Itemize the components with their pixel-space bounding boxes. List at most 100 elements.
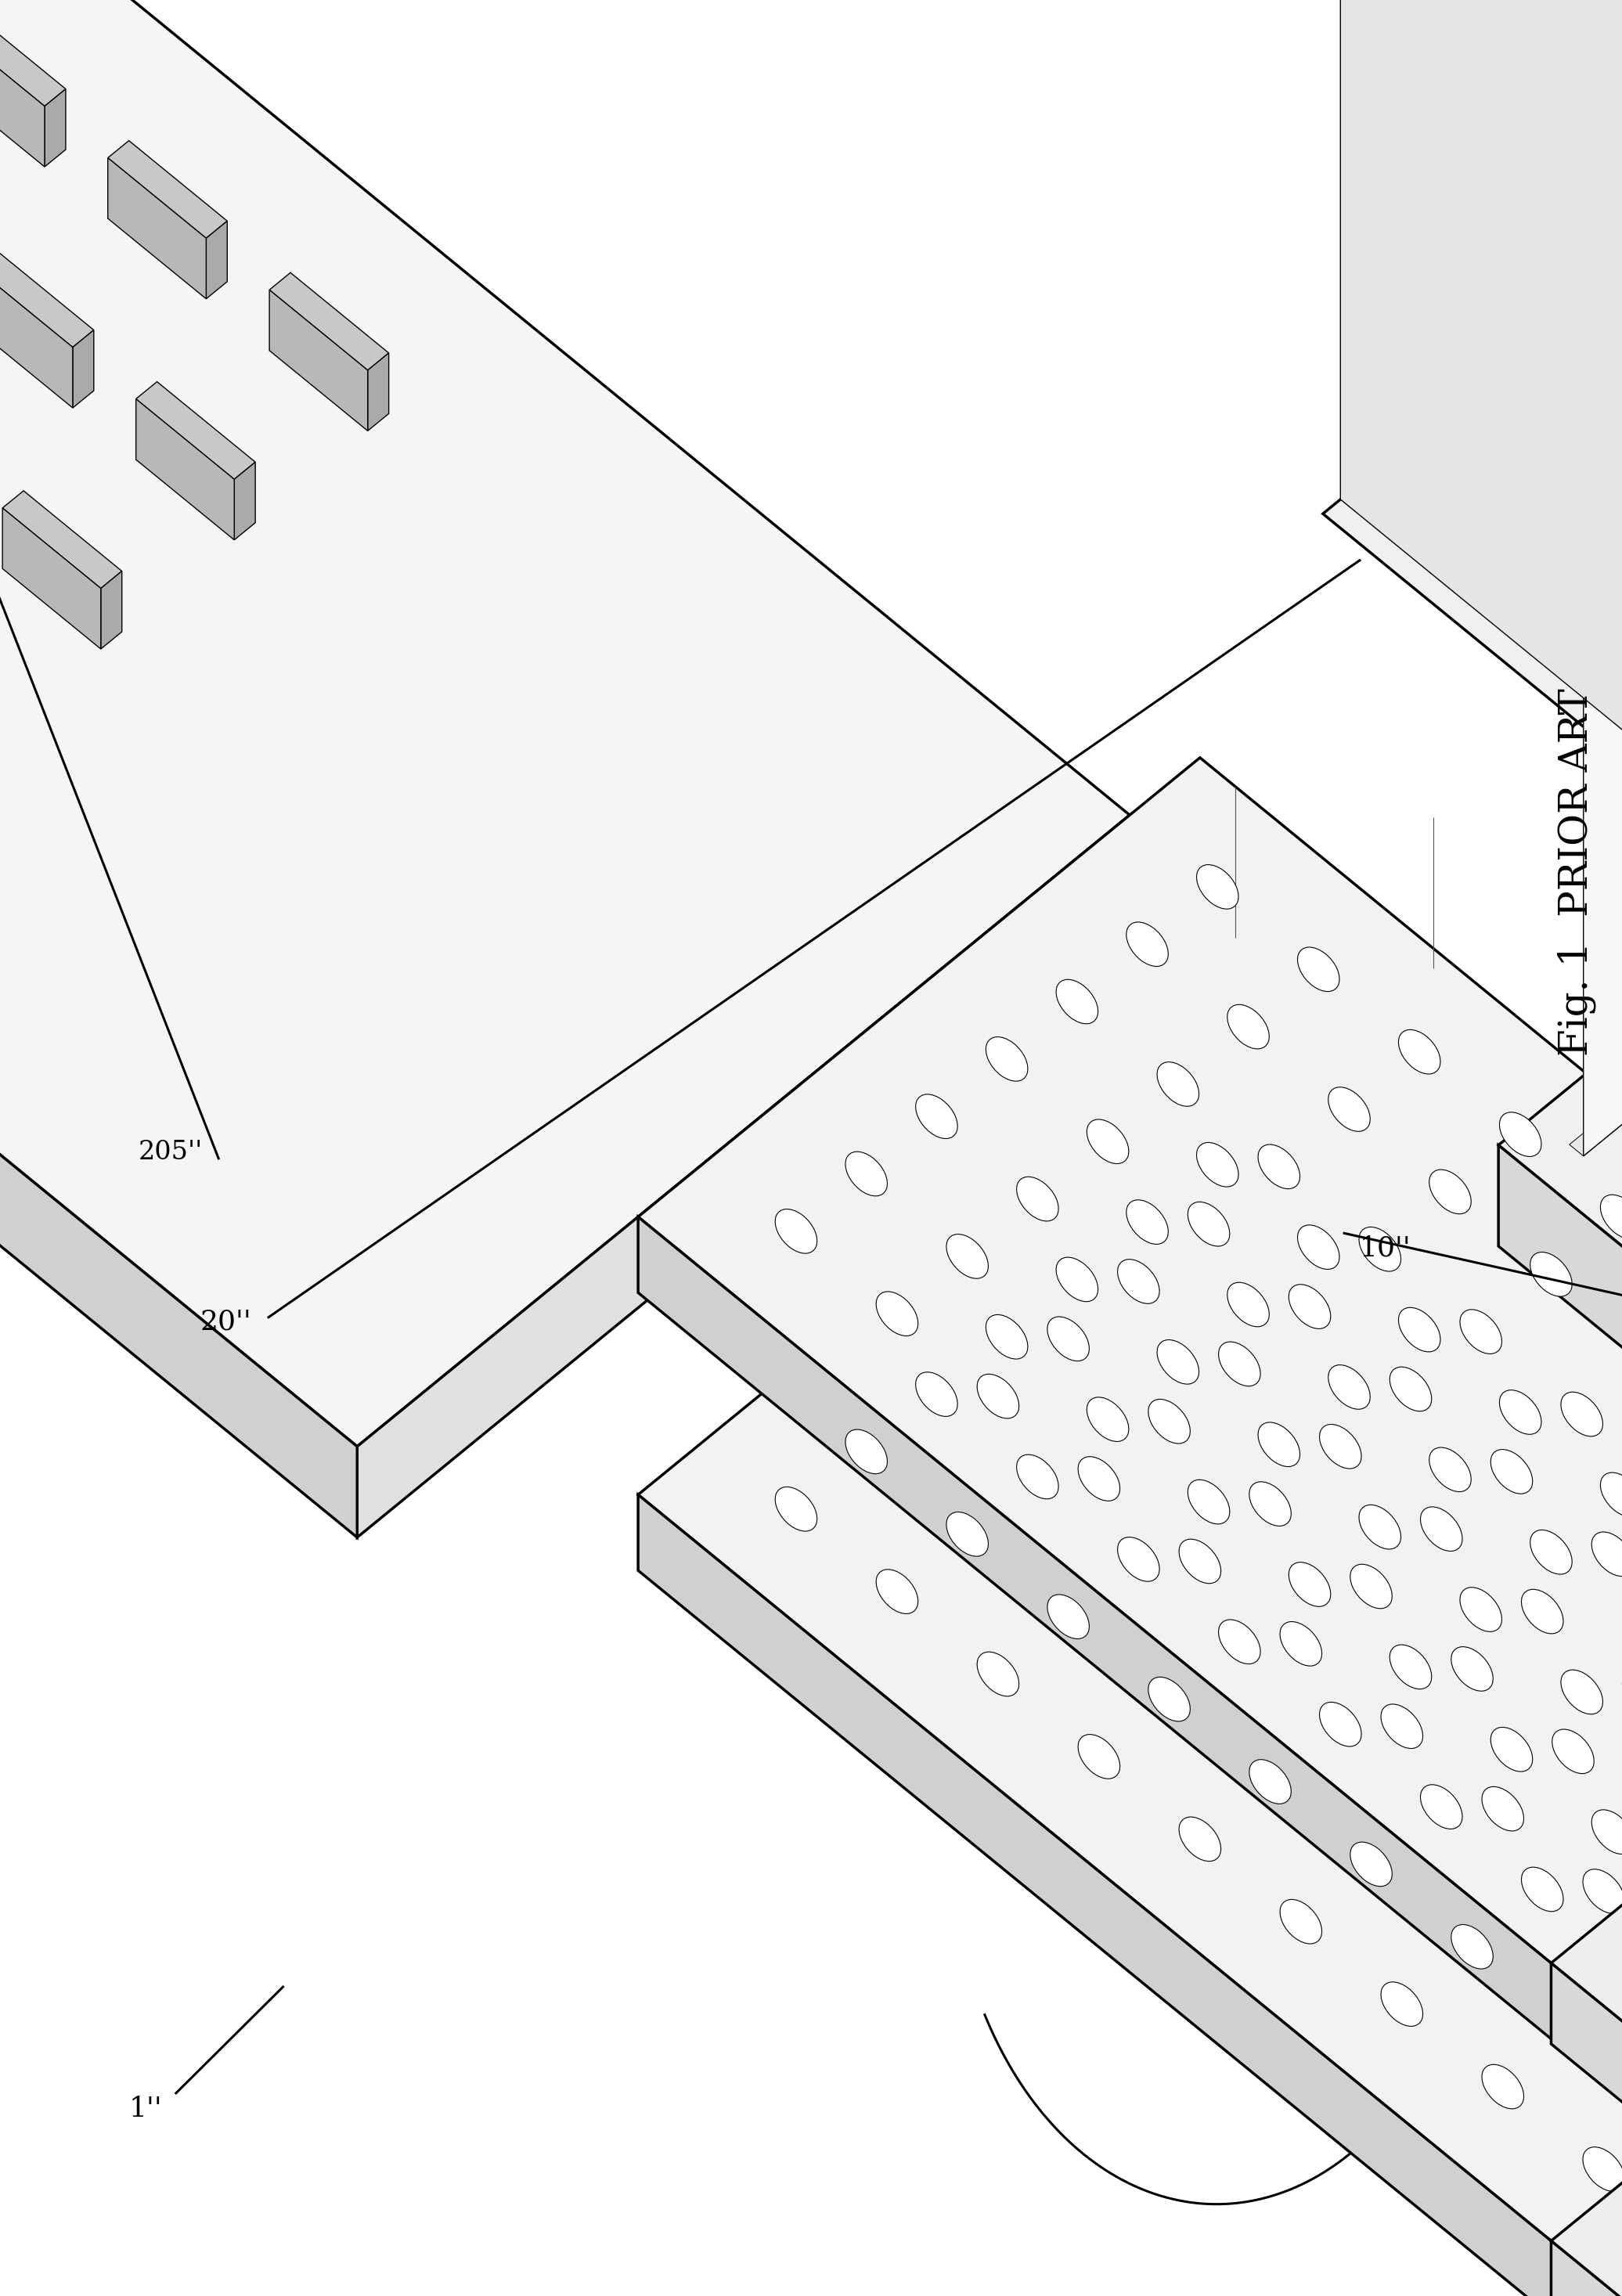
Ellipse shape (1197, 1143, 1239, 1187)
Ellipse shape (1298, 1226, 1340, 1270)
Ellipse shape (1017, 1178, 1059, 1221)
Ellipse shape (1421, 1784, 1463, 1830)
Text: 205'': 205'' (138, 1139, 203, 1164)
Polygon shape (1324, 227, 1622, 1318)
Polygon shape (637, 1035, 1622, 2296)
Ellipse shape (1328, 1086, 1371, 1132)
Ellipse shape (1179, 1816, 1221, 1862)
Ellipse shape (1491, 1727, 1533, 1773)
Ellipse shape (1601, 1472, 1622, 1518)
Ellipse shape (1390, 1644, 1432, 1690)
Ellipse shape (1298, 948, 1340, 992)
Ellipse shape (916, 1095, 957, 1139)
Ellipse shape (1056, 980, 1098, 1024)
Ellipse shape (775, 1210, 817, 1254)
Ellipse shape (1319, 1424, 1361, 1469)
Ellipse shape (1017, 1456, 1059, 1499)
Ellipse shape (1087, 1398, 1129, 1442)
Polygon shape (234, 461, 255, 540)
Ellipse shape (1118, 1536, 1160, 1582)
Ellipse shape (1521, 1867, 1564, 1913)
Ellipse shape (1079, 1733, 1119, 1779)
Polygon shape (101, 572, 122, 650)
Ellipse shape (845, 1153, 887, 1196)
Ellipse shape (1560, 1669, 1603, 1715)
Polygon shape (3, 491, 122, 588)
Ellipse shape (1398, 1029, 1440, 1075)
Ellipse shape (1591, 1809, 1622, 1855)
Ellipse shape (1259, 1421, 1299, 1467)
Ellipse shape (1228, 1006, 1268, 1049)
Polygon shape (1551, 1963, 1622, 2216)
Ellipse shape (1421, 1506, 1463, 1552)
Polygon shape (0, 25, 45, 168)
Ellipse shape (1560, 1391, 1603, 1437)
Ellipse shape (1359, 1504, 1401, 1550)
Polygon shape (107, 140, 227, 239)
Ellipse shape (1429, 1446, 1471, 1492)
Ellipse shape (976, 1373, 1019, 1419)
Ellipse shape (1491, 1449, 1533, 1495)
Ellipse shape (1228, 1283, 1268, 1327)
Ellipse shape (1048, 1316, 1090, 1362)
Ellipse shape (1552, 2007, 1594, 2050)
Ellipse shape (1187, 1479, 1229, 1525)
Ellipse shape (1359, 1226, 1401, 1272)
Polygon shape (1551, 1782, 1622, 2296)
Polygon shape (1538, 0, 1622, 631)
Ellipse shape (1452, 1646, 1494, 1692)
Ellipse shape (1460, 1309, 1502, 1355)
Polygon shape (107, 158, 206, 298)
Ellipse shape (1056, 1258, 1098, 1302)
Ellipse shape (1249, 1481, 1291, 1527)
Ellipse shape (775, 1488, 817, 1531)
Polygon shape (0, 9, 67, 106)
Polygon shape (0, 0, 1129, 1446)
Ellipse shape (1148, 1398, 1191, 1444)
Text: 10'': 10'' (1359, 1235, 1411, 1261)
Polygon shape (1340, 0, 1622, 1304)
Ellipse shape (1087, 1120, 1129, 1164)
Polygon shape (0, 266, 73, 409)
Ellipse shape (876, 1570, 918, 1614)
Ellipse shape (1218, 1341, 1260, 1387)
Polygon shape (269, 273, 389, 370)
Polygon shape (1583, 404, 1622, 1157)
Polygon shape (1570, 946, 1622, 1157)
Polygon shape (368, 354, 389, 432)
Ellipse shape (916, 1373, 957, 1417)
Ellipse shape (1499, 1111, 1541, 1157)
Ellipse shape (1328, 1364, 1371, 1410)
Ellipse shape (876, 1293, 918, 1336)
Ellipse shape (1156, 1341, 1199, 1384)
Text: 1'': 1'' (130, 2096, 162, 2122)
Polygon shape (1408, 0, 1622, 526)
Ellipse shape (1380, 1704, 1422, 1750)
Polygon shape (1499, 900, 1622, 1777)
Polygon shape (1523, 377, 1622, 631)
Ellipse shape (1499, 1389, 1541, 1435)
Ellipse shape (1452, 1924, 1494, 1970)
Ellipse shape (1583, 1869, 1622, 1913)
Polygon shape (206, 220, 227, 298)
Polygon shape (1499, 1146, 1622, 1878)
Polygon shape (1551, 2241, 1622, 2296)
Ellipse shape (976, 1651, 1019, 1697)
Ellipse shape (1390, 1366, 1432, 1412)
Ellipse shape (1429, 1169, 1471, 1215)
Ellipse shape (1289, 1561, 1330, 1607)
Ellipse shape (1126, 923, 1168, 967)
Polygon shape (357, 815, 1129, 1538)
Ellipse shape (1048, 1593, 1090, 1639)
Ellipse shape (986, 1316, 1028, 1359)
Ellipse shape (1280, 1621, 1322, 1667)
Ellipse shape (1530, 1251, 1572, 1297)
Polygon shape (136, 400, 234, 540)
Text: 20'': 20'' (200, 1309, 251, 1334)
Ellipse shape (1530, 1529, 1572, 1575)
Polygon shape (637, 1495, 1622, 2296)
Ellipse shape (1460, 1587, 1502, 1632)
Ellipse shape (845, 1430, 887, 1474)
Ellipse shape (1521, 1589, 1564, 1635)
Ellipse shape (1179, 1538, 1221, 1584)
